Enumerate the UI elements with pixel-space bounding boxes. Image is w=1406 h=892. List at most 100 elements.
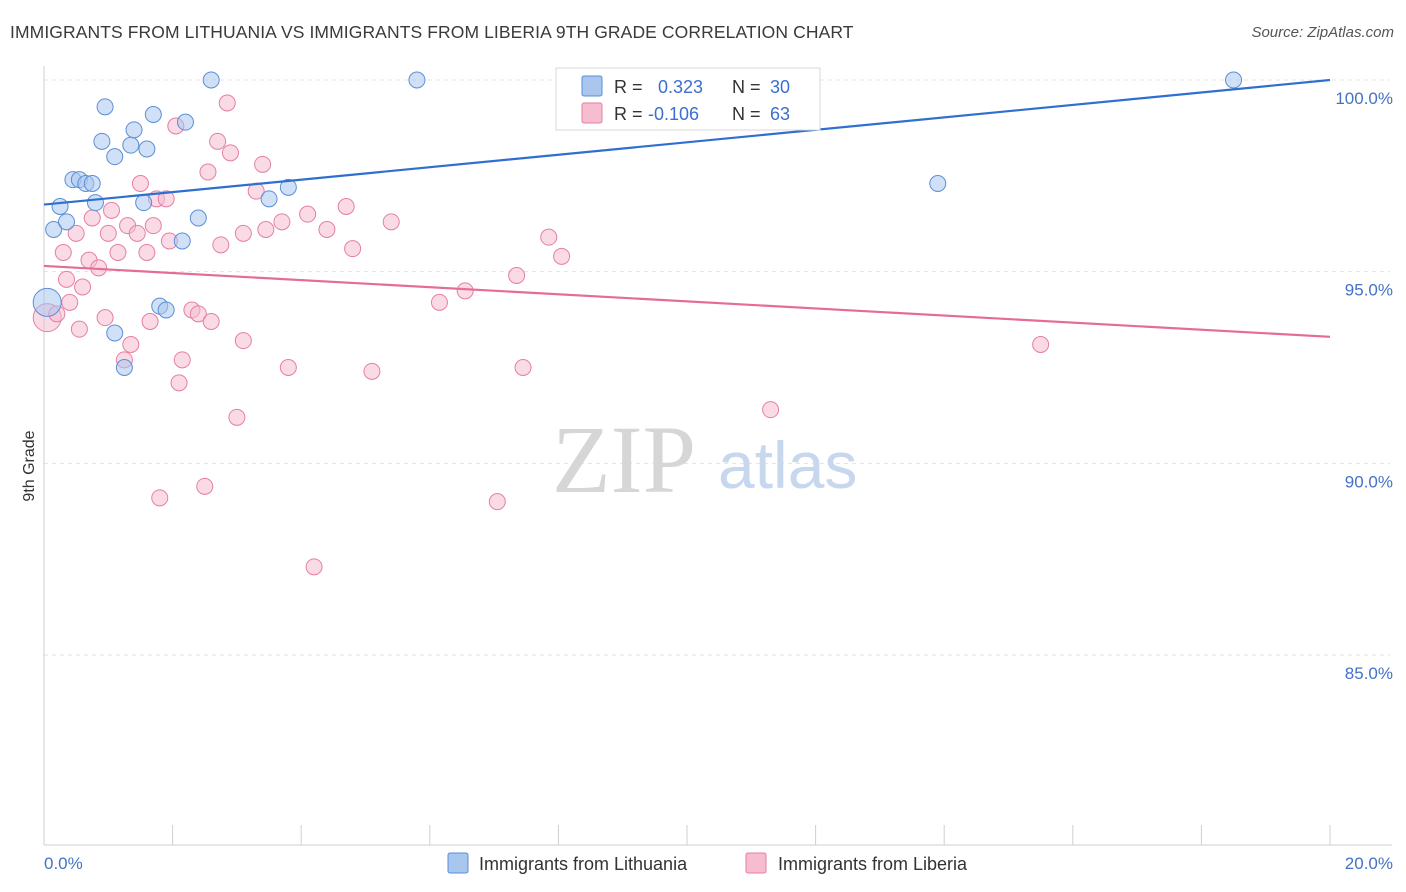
chart-title: IMMIGRANTS FROM LITHUANIA VS IMMIGRANTS … bbox=[10, 22, 854, 42]
liberia-point-35 bbox=[209, 132, 227, 150]
liberia-point-20 bbox=[138, 244, 156, 261]
legend-box: R = 0.323 N = 30 R = -0.106 N = 63 bbox=[555, 67, 821, 131]
liberia-point-41 bbox=[234, 224, 252, 242]
watermark-zip: ZIP bbox=[552, 406, 696, 513]
liberia-point-48 bbox=[305, 558, 323, 576]
liberia-point-12 bbox=[99, 224, 117, 242]
liberia-point-25 bbox=[157, 190, 175, 208]
liberia-point-46 bbox=[279, 359, 297, 376]
y-tick-label-1: 90.0% bbox=[1345, 472, 1393, 491]
liberia-point-53 bbox=[382, 213, 400, 231]
lithuania-point-3 bbox=[58, 213, 76, 231]
series-liberia-points bbox=[32, 94, 1050, 576]
lithuania-point-21 bbox=[173, 232, 191, 250]
y-tick-label-3: 100.0% bbox=[1335, 89, 1393, 108]
liberia-point-55 bbox=[456, 282, 474, 300]
liberia-point-62 bbox=[1032, 336, 1050, 353]
watermark-atlas: atlas bbox=[718, 428, 857, 502]
legend-swatch-lithuania bbox=[581, 75, 603, 97]
lithuania-point-0 bbox=[32, 287, 62, 317]
liberia-point-40 bbox=[234, 332, 252, 350]
lithuania-point-8 bbox=[86, 194, 104, 212]
lithuania-point-9 bbox=[93, 132, 111, 150]
liberia-point-19 bbox=[131, 175, 149, 192]
liberia-point-57 bbox=[508, 267, 526, 284]
liberia-point-43 bbox=[254, 155, 272, 173]
legend-r-value-liberia: -0.106 bbox=[648, 104, 699, 124]
source-label: Source: ZipAtlas.com bbox=[1251, 24, 1394, 41]
lithuania-point-2 bbox=[51, 198, 69, 215]
y-axis-label: 9th Grade bbox=[21, 430, 38, 501]
liberia-point-7 bbox=[74, 278, 92, 296]
grid-lines bbox=[44, 79, 1390, 656]
liberia-point-28 bbox=[170, 374, 188, 392]
liberia-point-38 bbox=[221, 144, 239, 162]
liberia-point-33 bbox=[199, 163, 217, 181]
lithuania-point-13 bbox=[115, 359, 133, 376]
y-tick-label-0: 85.0% bbox=[1345, 664, 1393, 683]
legend-n-value-liberia: 63 bbox=[770, 104, 790, 124]
bottom-legend-swatch-liberia bbox=[745, 852, 767, 874]
liberia-point-11 bbox=[96, 309, 114, 327]
liberia-point-5 bbox=[67, 224, 85, 242]
bottom-legend-label-lithuania: Immigrants from Lithuania bbox=[479, 854, 688, 874]
bottom-legend-label-liberia: Immigrants from Liberia bbox=[778, 854, 968, 874]
liberia-point-54 bbox=[430, 293, 448, 311]
liberia-point-56 bbox=[488, 493, 506, 511]
liberia-point-47 bbox=[299, 205, 317, 223]
liberia-point-32 bbox=[196, 477, 214, 495]
liberia-point-2 bbox=[54, 244, 72, 261]
liberia-point-50 bbox=[337, 198, 355, 215]
lithuania-point-15 bbox=[125, 121, 143, 139]
liberia-point-59 bbox=[540, 228, 558, 246]
liberia-point-18 bbox=[128, 224, 146, 242]
lithuania-point-14 bbox=[122, 136, 140, 154]
lithuania-point-10 bbox=[96, 98, 114, 116]
liberia-point-52 bbox=[363, 362, 381, 380]
liberia-point-34 bbox=[202, 313, 220, 330]
lithuania-point-22 bbox=[176, 113, 194, 131]
y-tick-label-2: 95.0% bbox=[1345, 281, 1393, 300]
liberia-point-22 bbox=[144, 217, 162, 235]
liberia-point-6 bbox=[70, 320, 88, 338]
liberia-point-21 bbox=[141, 313, 159, 330]
liberia-point-9 bbox=[83, 209, 101, 227]
lithuania-point-20 bbox=[157, 301, 175, 319]
lithuania-point-25 bbox=[260, 190, 278, 208]
liberia-point-37 bbox=[218, 94, 236, 112]
lithuania-point-17 bbox=[138, 140, 156, 158]
liberia-point-17 bbox=[122, 336, 140, 353]
trend-line-liberia bbox=[43, 264, 1331, 338]
legend-n-value-lithuania: 30 bbox=[770, 77, 790, 97]
liberia-point-60 bbox=[553, 247, 571, 265]
lithuania-point-16 bbox=[135, 194, 153, 212]
x-tick-label-start: 0.0% bbox=[44, 854, 83, 873]
legend-r-label-lithuania: R = bbox=[614, 77, 643, 97]
liberia-point-31 bbox=[189, 305, 207, 323]
liberia-point-58 bbox=[514, 359, 532, 376]
bottom-legend: Immigrants from Lithuania Immigrants fro… bbox=[447, 852, 968, 874]
lithuania-point-29 bbox=[1225, 71, 1243, 89]
liberia-point-36 bbox=[212, 236, 230, 254]
lithuania-point-12 bbox=[106, 324, 124, 342]
legend-swatch-liberia bbox=[581, 102, 603, 124]
legend-n-label-lithuania: N = bbox=[732, 77, 761, 97]
lithuania-point-7 bbox=[83, 175, 101, 192]
lithuania-point-28 bbox=[929, 175, 947, 192]
lithuania-point-1 bbox=[45, 221, 63, 238]
x-tick-labels: 0.0% 20.0% bbox=[44, 854, 1393, 873]
trend-lines bbox=[43, 78, 1331, 338]
lithuania-point-18 bbox=[144, 106, 162, 123]
liberia-point-24 bbox=[151, 489, 169, 507]
lithuania-point-24 bbox=[202, 71, 220, 89]
bottom-legend-swatch-lithuania bbox=[447, 852, 469, 874]
liberia-point-3 bbox=[58, 270, 76, 288]
liberia-point-4 bbox=[61, 293, 79, 311]
lithuania-point-23 bbox=[189, 209, 207, 227]
lithuania-point-27 bbox=[408, 71, 426, 89]
legend-r-label-liberia: R = bbox=[614, 104, 643, 124]
legend-r-value-lithuania: 0.323 bbox=[658, 77, 703, 97]
liberia-point-14 bbox=[109, 244, 127, 261]
axes bbox=[43, 66, 1392, 846]
